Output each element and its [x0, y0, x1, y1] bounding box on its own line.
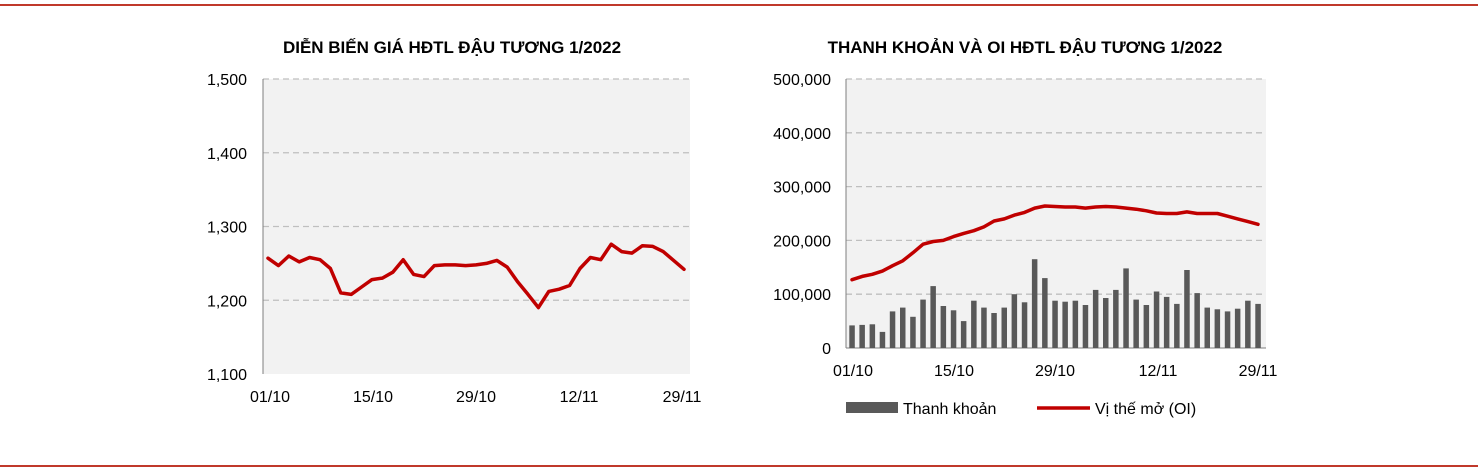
liquidity-bar	[900, 307, 906, 348]
liquidity-bar	[1123, 268, 1129, 348]
liquidity-x-tick-label: 12/11	[1139, 363, 1178, 380]
price-y-tick-label: 1,400	[207, 146, 247, 163]
liquidity-bar	[859, 324, 865, 348]
liquidity-bar	[1133, 299, 1139, 348]
liquidity-bar	[960, 321, 967, 348]
liquidity-bar	[1194, 293, 1200, 348]
price-y-tick-label: 1,100	[207, 367, 247, 384]
price-y-tick-label: 1,200	[207, 293, 247, 310]
liquidity-x-tick-label: 15/10	[934, 363, 974, 380]
liquidity-bar	[1052, 300, 1058, 348]
liquidity-x-tick-label: 01/10	[833, 363, 873, 380]
liquidity-y-tick-label: 300,000	[773, 180, 831, 197]
liquidity-bar	[920, 299, 926, 348]
liquidity-bar	[1113, 289, 1119, 348]
price-x-tick-label: 29/10	[456, 389, 496, 406]
liquidity-bar	[1082, 305, 1089, 348]
legend: Thanh khoản Vị thế mở (OI)	[846, 401, 1196, 418]
liquidity-bar	[971, 300, 977, 348]
liquidity-bar	[1204, 307, 1210, 348]
liquidity-bar	[1153, 291, 1160, 348]
liquidity-chart-title: THANH KHOẢN VÀ OI HĐTL ĐẬU TƯƠNG 1/2022	[828, 38, 1223, 57]
liquidity-y-tick-label: 100,000	[773, 287, 831, 304]
liquidity-oi-chart: THANH KHOẢN VÀ OI HĐTL ĐẬU TƯƠNG 1/2022 …	[773, 38, 1278, 418]
liquidity-bar	[930, 286, 936, 348]
liquidity-bar	[1092, 289, 1099, 348]
price-x-tick-label: 01/10	[250, 389, 290, 406]
top-rule	[0, 4, 1478, 6]
price-chart: DIỄN BIẾN GIÁ HĐTL ĐẬU TƯƠNG 1/2022 1,50…	[207, 38, 702, 406]
liquidity-bar	[1042, 278, 1048, 348]
liquidity-bar	[1234, 308, 1241, 348]
liquidity-bar	[1224, 311, 1231, 348]
liquidity-x-tick-label: 29/10	[1035, 363, 1075, 380]
price-x-tick-label: 12/11	[560, 389, 599, 406]
legend-label-oi: Vị thế mở (OI)	[1095, 401, 1196, 418]
liquidity-bar	[849, 325, 855, 348]
liquidity-bar	[910, 316, 916, 348]
liquidity-bar	[1062, 301, 1068, 348]
liquidity-x-tick-label: 29/11	[1239, 363, 1278, 380]
liquidity-bar	[1021, 302, 1028, 348]
liquidity-bar	[1214, 309, 1221, 348]
price-x-tick-label: 29/11	[663, 389, 702, 406]
legend-label-liquidity: Thanh khoản	[903, 401, 996, 418]
liquidity-bar	[1001, 307, 1007, 348]
liquidity-bar	[1031, 259, 1038, 348]
liquidity-bar	[1184, 270, 1190, 348]
liquidity-bar	[1163, 296, 1170, 348]
price-y-tick-label: 1,300	[207, 220, 247, 237]
liquidity-bar	[1072, 300, 1079, 348]
liquidity-bar	[981, 307, 987, 348]
liquidity-bar	[1174, 303, 1180, 348]
liquidity-bar	[869, 324, 876, 348]
price-x-tick-label: 15/10	[353, 389, 393, 406]
price-series-line	[266, 242, 686, 310]
liquidity-bar	[879, 331, 886, 348]
liquidity-bar	[940, 306, 947, 348]
liquidity-bar	[889, 311, 896, 348]
liquidity-y-tick-label: 400,000	[773, 126, 831, 143]
liquidity-y-tick-label: 0	[822, 341, 831, 358]
bottom-rule	[0, 465, 1478, 467]
legend-bar-swatch	[846, 402, 898, 413]
liquidity-bar	[1255, 303, 1261, 348]
liquidity-bar	[1245, 300, 1251, 348]
liquidity-bar	[1143, 305, 1150, 348]
oi-series-line	[850, 204, 1260, 282]
liquidity-bar	[950, 310, 957, 348]
liquidity-y-tick-label: 200,000	[773, 233, 831, 250]
price-chart-title: DIỄN BIẾN GIÁ HĐTL ĐẬU TƯƠNG 1/2022	[283, 38, 621, 57]
price-y-tick-label: 1,500	[207, 72, 247, 89]
liquidity-bar	[1103, 298, 1109, 348]
liquidity-bar	[1011, 294, 1018, 348]
liquidity-bar	[991, 313, 997, 348]
liquidity-y-tick-label: 500,000	[773, 72, 831, 89]
